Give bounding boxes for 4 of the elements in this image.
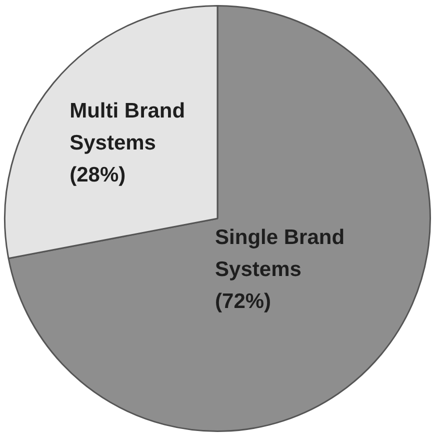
slice-label: Multi Brand Systems (70, 100, 186, 155)
data-label: (28%) (70, 164, 126, 187)
data-label: (72%) (215, 290, 272, 313)
slice-label: Single Brand Systems (215, 226, 345, 281)
